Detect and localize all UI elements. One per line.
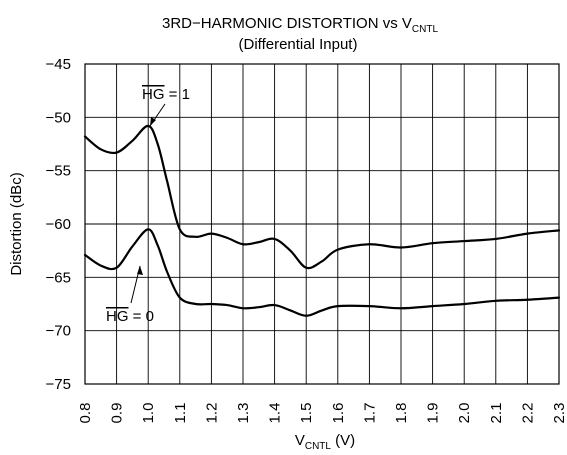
x-tick-labels: 0.8 0.9 1.0 1.1 1.2 1.3 1.4 1.5 1.6 1.7 1.8 1.9 2.0 2…: [77, 403, 567, 424]
x-tick-label: 2.2: [519, 403, 536, 424]
x-tick-label: 1.2: [203, 403, 220, 424]
x-tick-label: 2.1: [488, 403, 505, 424]
series-layer: [83, 124, 561, 317]
x-tick-label: 1.1: [172, 403, 189, 424]
x-tick-label: 2.0: [456, 403, 473, 424]
x-tick-label: 1.9: [425, 403, 442, 424]
y-tick-label: −75: [46, 376, 71, 393]
y-tick-label: −50: [46, 109, 71, 126]
y-tick-label: −65: [46, 269, 71, 286]
x-tick-label: 2.3: [551, 403, 567, 424]
plot-frame: [84, 63, 560, 385]
x-tick-label: 1.3: [235, 403, 252, 424]
annotation-hg0-arrowhead: [137, 266, 143, 275]
annotation-hg0: HG = 0: [106, 265, 154, 325]
x-tick-label: 1.8: [393, 403, 410, 424]
grid: [85, 64, 559, 384]
annotation-hg1: HG = 1: [142, 86, 190, 127]
y-tick-label: −55: [46, 163, 71, 180]
y-axis-label: Distortion (dBc): [8, 172, 25, 275]
annotation-hg1-label: HG = 1: [142, 86, 190, 103]
series-line-hg0: [83, 228, 561, 317]
x-tick-label: 1.7: [361, 403, 378, 424]
x-tick-label: 1.6: [330, 403, 347, 424]
chart-title: 3RD−HARMONIC DISTORTION vs VCNTL (Differ…: [162, 15, 438, 53]
chart-subtitle: (Differential Input): [239, 36, 358, 53]
annotations: HG = 1 HG = 0: [106, 86, 190, 325]
series-line-hg1: [83, 124, 561, 270]
chart-title-main: 3RD−HARMONIC DISTORTION vs VCNTL: [162, 15, 438, 35]
y-tick-label: −45: [46, 56, 71, 73]
y-tick-label: −70: [46, 323, 71, 340]
x-tick-label: 1.5: [298, 403, 315, 424]
x-tick-label: 0.8: [77, 403, 94, 424]
x-tick-label: 0.9: [109, 403, 126, 424]
y-tick-label: −60: [46, 216, 71, 233]
x-axis-label: VCNTL (V): [295, 432, 355, 452]
annotation-hg0-label: HG = 0: [106, 308, 154, 325]
x-tick-label: 1.0: [140, 403, 157, 424]
x-tick-label: 1.4: [267, 403, 284, 424]
annotation-hg1-arrowhead: [150, 117, 156, 126]
y-tick-labels: −45 −50 −55 −60 −65 −70 −75: [46, 56, 71, 393]
